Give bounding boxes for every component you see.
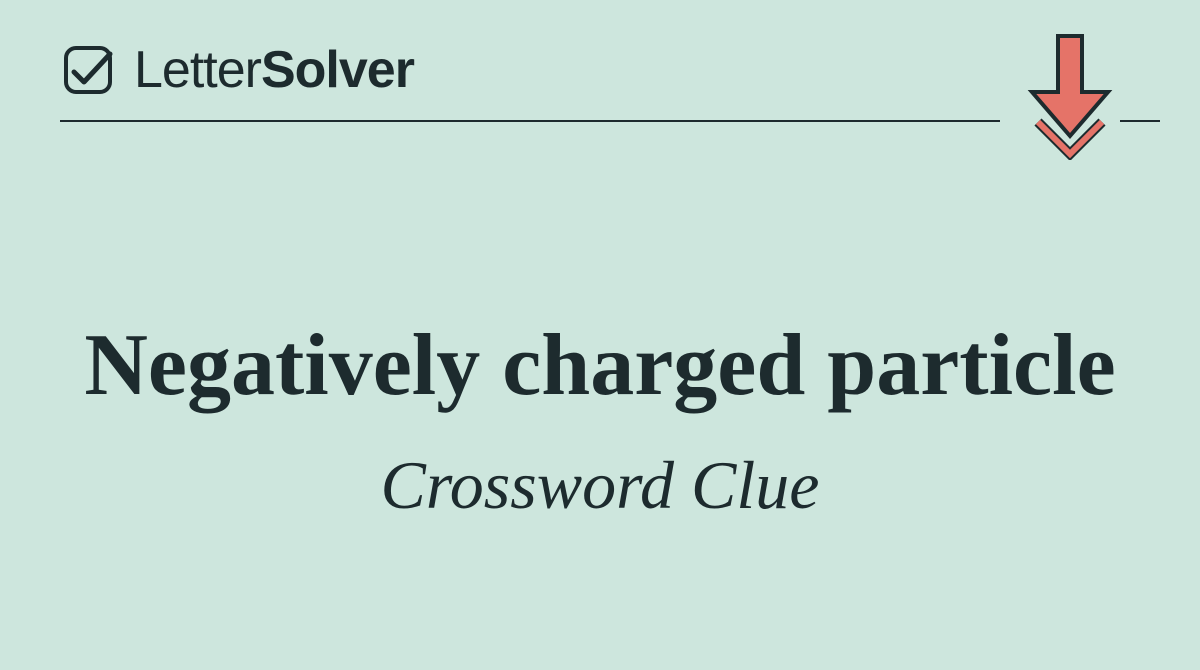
brand-name: LetterSolver: [134, 40, 414, 100]
brand-name-bold: Solver: [261, 41, 414, 99]
down-arrow-icon: [1020, 30, 1120, 160]
main-content: Negatively charged particle Crossword Cl…: [0, 100, 1200, 525]
brand-logo: LetterSolver: [60, 40, 414, 100]
divider: [60, 120, 1160, 122]
brand-name-light: Letter: [134, 41, 261, 99]
divider-line-right: [1120, 120, 1160, 122]
clue-subtitle: Crossword Clue: [0, 446, 1200, 525]
divider-line-left: [60, 120, 1000, 122]
logo-icon: [60, 42, 116, 98]
clue-title: Negatively charged particle: [0, 315, 1200, 416]
